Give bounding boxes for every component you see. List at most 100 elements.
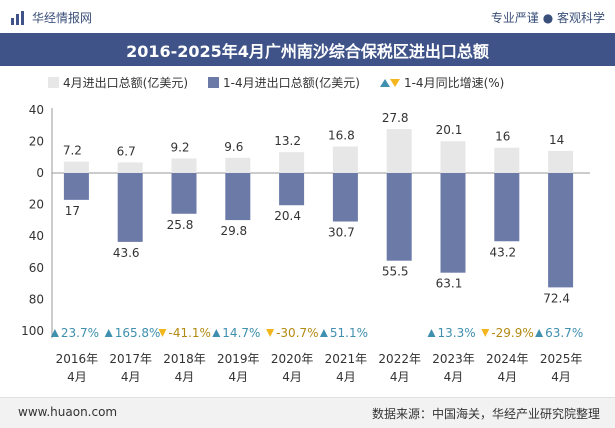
growth-up-triangle-icon [104, 329, 113, 337]
data-label-ytd: 63.1 [436, 277, 463, 291]
growth-up-triangle-icon [212, 329, 221, 337]
data-label-april: 27.8 [382, 111, 409, 125]
growth-label: -41.1% [169, 326, 211, 340]
data-label-ytd: 43.2 [489, 245, 516, 259]
legend-down-triangle-icon [389, 78, 400, 87]
data-label-ytd: 17 [65, 204, 80, 218]
data-label-april: 13.2 [274, 134, 301, 148]
bar-april [225, 157, 251, 173]
footer-source: 数据来源：中国海关，华经产业研究院整理 [371, 407, 600, 421]
bar-ytd [332, 173, 358, 222]
bar-april [440, 141, 466, 173]
data-label-ytd: 55.5 [382, 265, 409, 279]
bar-ytd [225, 173, 251, 221]
growth-up-triangle-icon [319, 329, 328, 337]
bar-ytd [279, 173, 305, 206]
y-tick-label: 60 [29, 261, 44, 275]
y-tick-label: 80 [29, 292, 44, 306]
bar-ytd [171, 173, 197, 214]
data-label-april: 6.7 [117, 144, 136, 158]
growth-up-triangle-icon [50, 329, 59, 337]
data-label-april: 16 [495, 130, 510, 144]
growth-up-triangle-icon [535, 329, 544, 337]
data-label-april: 16.8 [328, 128, 355, 142]
x-tick-label-month: 4月 [336, 370, 356, 384]
legend-label-growth: 1-4月同比增速(%) [403, 76, 505, 90]
x-tick-label-year: 2022年 [378, 352, 421, 366]
data-label-april: 20.1 [436, 123, 463, 137]
growth-label: -30.7% [276, 326, 318, 340]
brand-name: 华经情报网 [32, 11, 93, 25]
chart-title: 2016-2025年4月广州南沙综合保税区进出口总额 [0, 33, 615, 66]
legend-item-growth: 1-4月同比增速(%) [379, 74, 505, 91]
growth-label: 165.8% [115, 326, 161, 340]
bar-april [279, 152, 305, 173]
x-tick-label-month: 4月 [121, 370, 141, 384]
legend-label-april: 4月进出口总额(亿美元) [63, 76, 188, 90]
data-label-ytd: 30.7 [328, 226, 355, 240]
y-tick-label: 100 [21, 324, 44, 338]
bar-april [332, 146, 358, 173]
growth-label: 13.3% [438, 326, 476, 340]
footer: www.huaon.com 数据来源：中国海关，华经产业研究院整理 [0, 397, 615, 428]
bar-april [117, 162, 143, 173]
x-tick-label-year: 2016年 [56, 352, 99, 366]
top-bar: 华经情报网 专业严谨 ● 客观科学 [0, 0, 615, 33]
x-tick-label-month: 4月 [551, 370, 571, 384]
x-tick-label-year: 2025年 [540, 352, 583, 366]
legend-swatch-ytd [208, 77, 219, 88]
legend: 4月进出口总额(亿美元) 1-4月进出口总额(亿美元) 1-4月同比增速(%) [48, 74, 524, 91]
growth-down-triangle-icon [266, 329, 275, 337]
growth-label: 23.7% [61, 326, 99, 340]
legend-item-april: 4月进出口总额(亿美元) [48, 74, 188, 91]
bar-ytd [494, 173, 520, 242]
x-tick-label-year: 2023年 [432, 352, 475, 366]
data-label-april: 9.2 [170, 140, 189, 154]
y-tick-label: 20 [29, 198, 44, 212]
data-label-april: 7.2 [63, 144, 82, 158]
x-tick-label-year: 2021年 [325, 352, 368, 366]
data-label-ytd: 29.8 [220, 224, 247, 238]
bar-april [63, 161, 89, 173]
y-tick-label: 40 [29, 229, 44, 243]
legend-item-ytd: 1-4月进出口总额(亿美元) [208, 74, 360, 91]
brand[interactable]: 华经情报网 [10, 9, 92, 26]
x-tick-label-month: 4月 [67, 370, 87, 384]
y-tick-label: 20 [29, 134, 44, 148]
growth-label: 63.7% [545, 326, 583, 340]
bar-april [171, 158, 197, 173]
growth-down-triangle-icon [481, 329, 490, 337]
legend-label-ytd: 1-4月进出口总额(亿美元) [223, 76, 360, 90]
x-tick-label-month: 4月 [175, 370, 195, 384]
bar-ytd [548, 173, 574, 288]
bar-ytd [63, 173, 89, 200]
x-tick-label-month: 4月 [282, 370, 302, 384]
x-tick-label-year: 2017年 [109, 352, 152, 366]
x-tick-label-year: 2020年 [271, 352, 314, 366]
data-label-ytd: 43.6 [113, 246, 140, 260]
data-label-ytd: 20.4 [274, 209, 301, 223]
x-tick-label-year: 2018年 [163, 352, 206, 366]
brand-logo-icon [11, 10, 24, 25]
y-tick-label: 40 [29, 103, 44, 117]
footer-url[interactable]: www.huaon.com [18, 405, 118, 419]
growth-down-triangle-icon [158, 329, 167, 337]
x-tick-label-month: 4月 [228, 370, 248, 384]
x-tick-label-month: 4月 [497, 370, 517, 384]
bar-april [494, 147, 520, 173]
data-label-ytd: 72.4 [543, 291, 570, 305]
bar-ytd [117, 173, 143, 242]
data-label-april: 14 [549, 133, 564, 147]
x-tick-label-month: 4月 [390, 370, 410, 384]
growth-label: 51.1% [330, 326, 368, 340]
bar-ytd [386, 173, 412, 261]
legend-up-triangle-icon [379, 78, 390, 87]
x-tick-label-year: 2019年 [217, 352, 260, 366]
data-label-ytd: 25.8 [167, 218, 194, 232]
chart-canvas: 40 20 0 20 40 60 80 100 7.2 17 23.7% 2016年 4月 6.7 43.6… [21, 103, 590, 384]
bar-april [386, 129, 412, 173]
y-tick-label: 0 [36, 166, 44, 180]
growth-label: 14.7% [222, 326, 260, 340]
data-label-april: 9.6 [224, 140, 243, 154]
bar-ytd [440, 173, 466, 273]
